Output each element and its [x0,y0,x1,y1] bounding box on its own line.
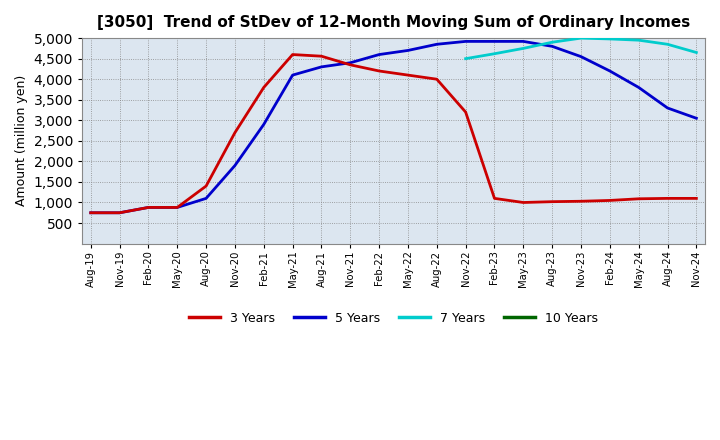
Title: [3050]  Trend of StDev of 12-Month Moving Sum of Ordinary Incomes: [3050] Trend of StDev of 12-Month Moving… [97,15,690,30]
Y-axis label: Amount (million yen): Amount (million yen) [15,75,28,206]
Legend: 3 Years, 5 Years, 7 Years, 10 Years: 3 Years, 5 Years, 7 Years, 10 Years [184,307,603,330]
